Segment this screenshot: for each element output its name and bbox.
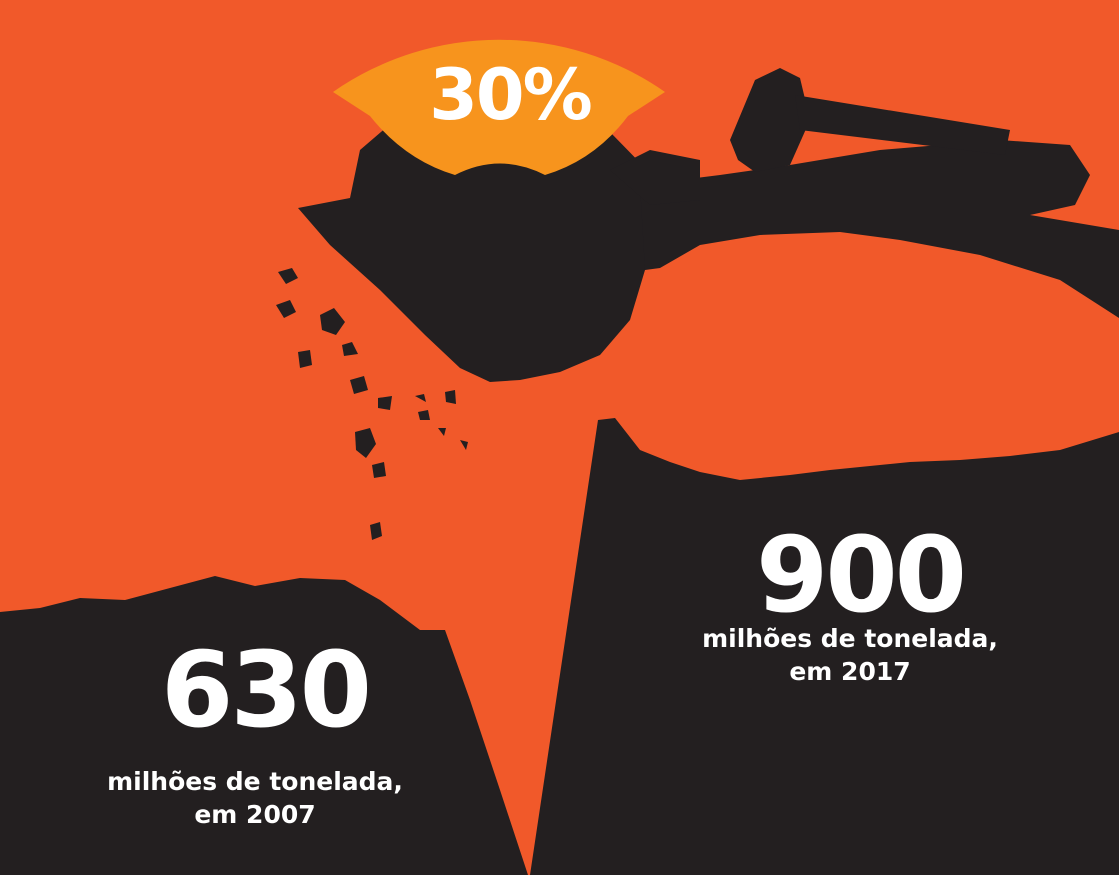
percentage-badge [333, 39, 665, 175]
stat-2007-caption: milhões de tonelada, em 2007 [95, 765, 415, 831]
stat-2017-caption-line2: em 2017 [789, 657, 911, 686]
stat-2017-value: 900 [755, 514, 967, 636]
stat-2007-value: 630 [160, 629, 372, 751]
ground-right [530, 418, 1119, 875]
stat-2007-caption-line1: milhões de tonelada, [107, 767, 403, 796]
falling-rocks-icon [276, 268, 468, 540]
stat-2007-caption-line2: em 2007 [194, 800, 316, 829]
stat-2017-caption: milhões de tonelada, em 2017 [690, 622, 1010, 688]
percentage-label: 30% [429, 54, 593, 136]
ground-left [0, 576, 528, 875]
stat-2017-caption-line1: milhões de tonelada, [702, 624, 998, 653]
excavator-silhouette-icon [298, 68, 1119, 382]
